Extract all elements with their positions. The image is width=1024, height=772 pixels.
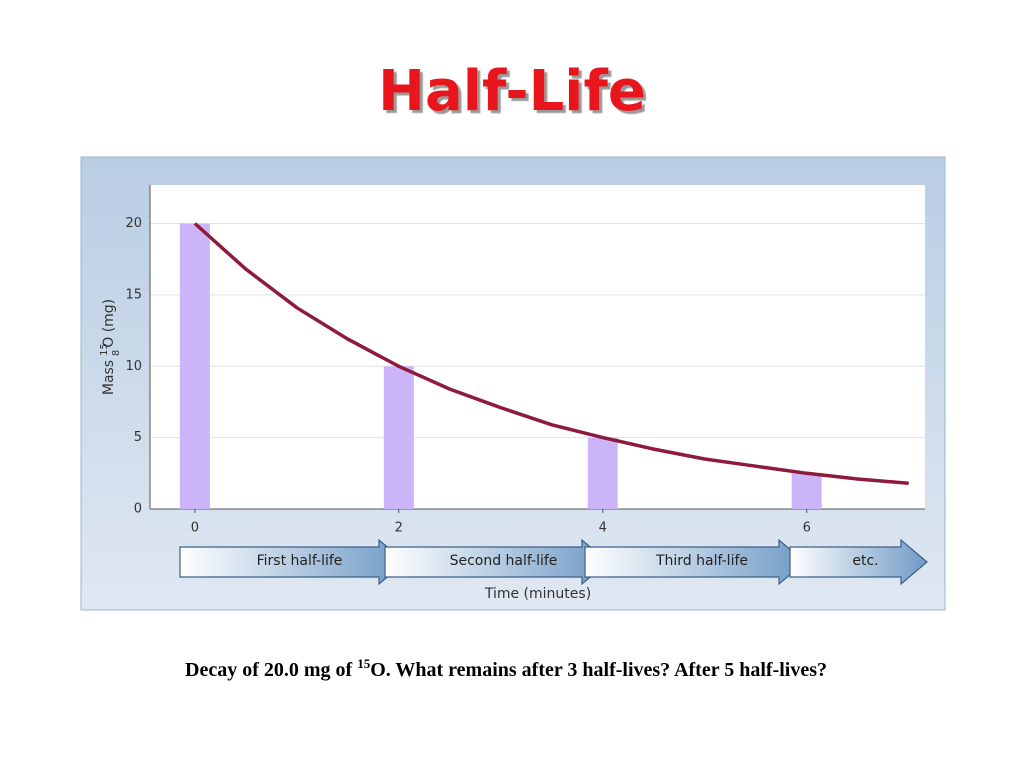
- y-label-suffix: O (mg): [101, 299, 117, 348]
- bar: [791, 473, 822, 509]
- slide-title: Half-Life: [378, 59, 646, 124]
- caption-before: Decay of 20.0 mg of: [185, 659, 353, 681]
- plot-area: [150, 185, 925, 509]
- x-tick-label: 4: [599, 521, 607, 536]
- caption-after: O. What remains after 3 half-lives? Afte…: [370, 659, 827, 681]
- decay-curve: [193, 222, 909, 486]
- half-life-label: etc.: [852, 553, 878, 569]
- y-tick-label: 20: [125, 216, 142, 231]
- x-tick-label: 6: [803, 521, 811, 536]
- half-life-label: Third half-life: [655, 553, 748, 569]
- half-life-arrow: [789, 538, 928, 586]
- bar: [179, 223, 210, 509]
- x-tick-label: 0: [191, 521, 199, 536]
- y-tick-label: 10: [125, 359, 142, 374]
- half-life-label: First half-life: [257, 553, 343, 569]
- plot: 0 5 10 15 20 0 2 4 6 First half-life Second half-l…: [125, 185, 928, 586]
- half-life-label: Second half-life: [450, 553, 558, 569]
- bar: [383, 366, 414, 509]
- x-axis-label: Time (minutes): [484, 586, 591, 602]
- y-tick-label: 15: [125, 287, 142, 302]
- caption: Decay of 20.0 mg of 15O. What remains aft…: [185, 656, 827, 681]
- y-label-prefix: Mass: [101, 360, 117, 395]
- y-label-atomic-number: 8: [111, 350, 122, 356]
- y-axis-label: Mass 158 O (mg): [99, 299, 122, 395]
- caption-superscript: 15: [357, 656, 371, 671]
- y-label-mass-number: 15: [99, 343, 110, 356]
- bar: [587, 437, 618, 509]
- y-tick-label: 5: [134, 430, 142, 445]
- y-tick-label: 0: [134, 502, 142, 517]
- x-tick-label: 2: [395, 521, 403, 536]
